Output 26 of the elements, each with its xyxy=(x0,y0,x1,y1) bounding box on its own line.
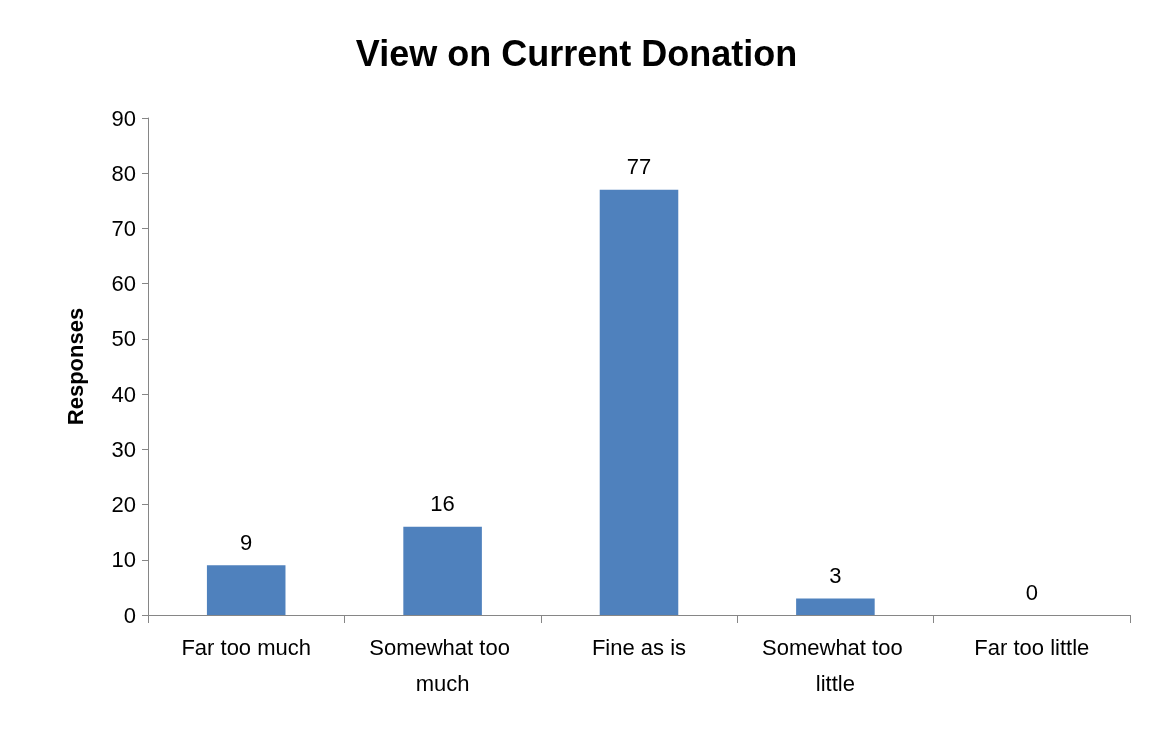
y-tick-label: 20 xyxy=(111,492,136,518)
y-tick-label: 80 xyxy=(111,160,136,186)
x-tick-label: Far too much xyxy=(181,634,311,660)
y-tick-label: 10 xyxy=(111,547,136,573)
y-tick-label: 70 xyxy=(111,215,136,241)
x-tick-label: Far too little xyxy=(974,634,1090,660)
bar xyxy=(403,526,482,615)
y-tick-label: 0 xyxy=(123,602,136,628)
x-tick-label: Fine as is xyxy=(591,634,687,660)
data-label: 9 xyxy=(240,529,253,555)
bar xyxy=(599,189,679,615)
y-axis-title: Responses xyxy=(62,307,88,426)
chart-title: View on Current Donation xyxy=(355,32,798,74)
data-label: 16 xyxy=(430,491,455,517)
data-label: 0 xyxy=(1025,579,1038,605)
bar xyxy=(796,598,875,615)
data-label: 3 xyxy=(829,562,842,588)
bar xyxy=(206,565,286,615)
y-tick-label: 40 xyxy=(111,381,136,407)
x-tick-label: Somewhat too much xyxy=(369,634,516,696)
x-tick-label: Somewhat too little xyxy=(762,634,909,696)
data-label: 77 xyxy=(626,154,652,180)
y-tick-label: 60 xyxy=(111,271,136,297)
y-tick-label: 50 xyxy=(111,326,136,352)
y-tick-label: 90 xyxy=(111,105,136,131)
y-tick-label: 30 xyxy=(111,436,136,462)
